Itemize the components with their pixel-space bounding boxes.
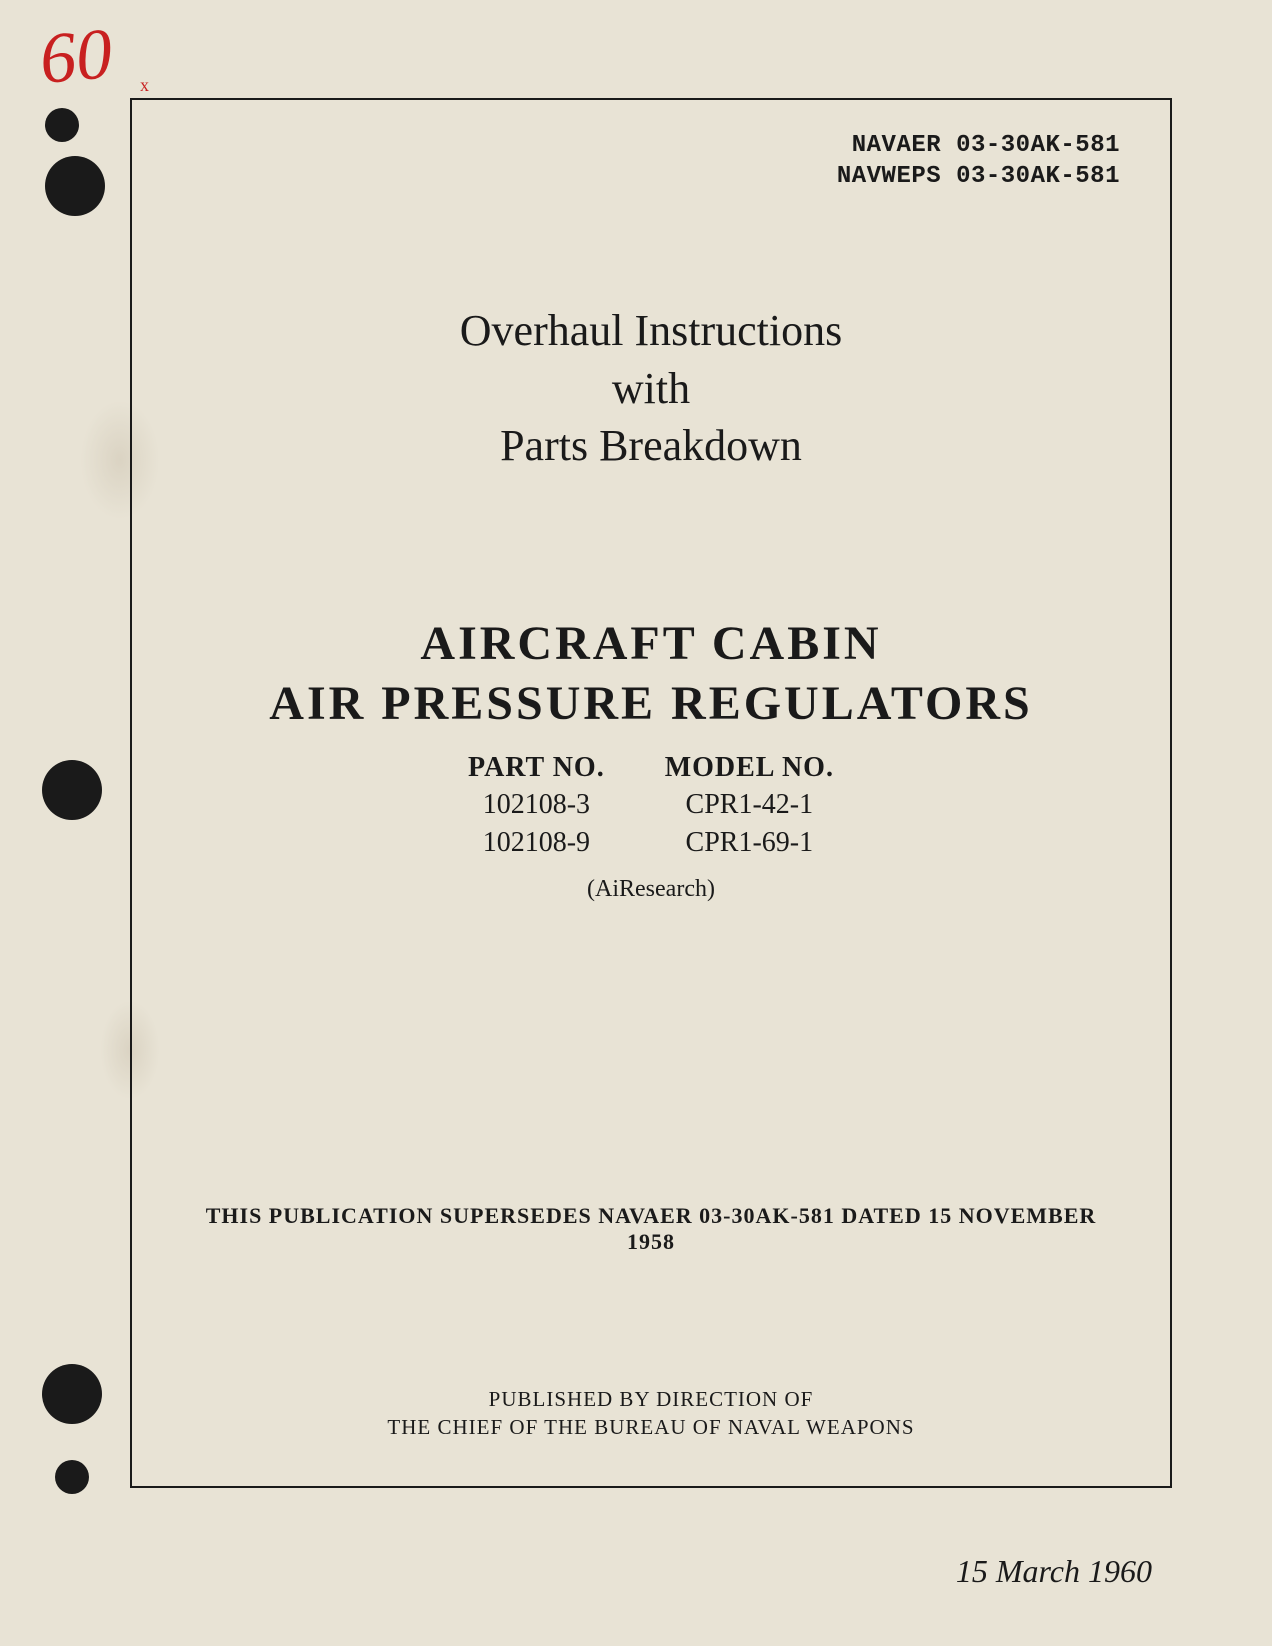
punch-hole-icon xyxy=(42,1364,102,1424)
punch-hole-icon xyxy=(42,760,102,820)
content-border: NAVAER 03-30AK-581 NAVWEPS 03-30AK-581 O… xyxy=(130,98,1172,1488)
title-block: Overhaul Instructions with Parts Breakdo… xyxy=(182,302,1120,474)
publisher-line-2: THE CHIEF OF THE BUREAU OF NAVAL WEAPONS xyxy=(182,1413,1120,1441)
publication-date: 15 March 1960 xyxy=(956,1553,1152,1590)
model-value-2: CPR1-69-1 xyxy=(665,824,834,862)
title-line-3: Parts Breakdown xyxy=(182,417,1120,474)
navweps-code: NAVWEPS 03-30AK-581 xyxy=(182,161,1120,192)
publisher-line-1: PUBLISHED BY DIRECTION OF xyxy=(182,1385,1120,1413)
part-header: PART NO. xyxy=(468,752,605,784)
punch-hole-icon xyxy=(45,156,105,216)
title-line-1: Overhaul Instructions xyxy=(182,302,1120,359)
handwritten-number: 60 xyxy=(37,12,116,101)
model-header: MODEL NO. xyxy=(665,752,834,784)
document-page: 60 x NAVAER 03-30AK-581 NAVWEPS 03-30AK-… xyxy=(0,0,1272,1646)
parts-table: PART NO. 102108-3 102108-9 MODEL NO. CPR… xyxy=(182,752,1120,862)
main-title-line-1: AIRCRAFT CABIN xyxy=(182,614,1120,674)
document-codes: NAVAER 03-30AK-581 NAVWEPS 03-30AK-581 xyxy=(182,130,1120,192)
title-line-2: with xyxy=(182,360,1120,417)
manufacturer-name: (AiResearch) xyxy=(182,876,1120,903)
handwritten-mark: x xyxy=(140,75,149,96)
model-value-1: CPR1-42-1 xyxy=(665,786,834,824)
publisher-block: PUBLISHED BY DIRECTION OF THE CHIEF OF T… xyxy=(182,1385,1120,1442)
supersedes-notice: THIS PUBLICATION SUPERSEDES NAVAER 03-30… xyxy=(182,1203,1120,1255)
punch-hole-icon xyxy=(45,108,79,142)
punch-hole-icon xyxy=(55,1460,89,1494)
model-number-column: MODEL NO. CPR1-42-1 CPR1-69-1 xyxy=(665,752,834,862)
part-number-column: PART NO. 102108-3 102108-9 xyxy=(468,752,605,862)
main-title-line-2: AIR PRESSURE REGULATORS xyxy=(182,674,1120,734)
part-value-2: 102108-9 xyxy=(468,824,605,862)
part-value-1: 102108-3 xyxy=(468,786,605,824)
main-title-block: AIRCRAFT CABIN AIR PRESSURE REGULATORS xyxy=(182,614,1120,734)
navaer-code: NAVAER 03-30AK-581 xyxy=(182,130,1120,161)
